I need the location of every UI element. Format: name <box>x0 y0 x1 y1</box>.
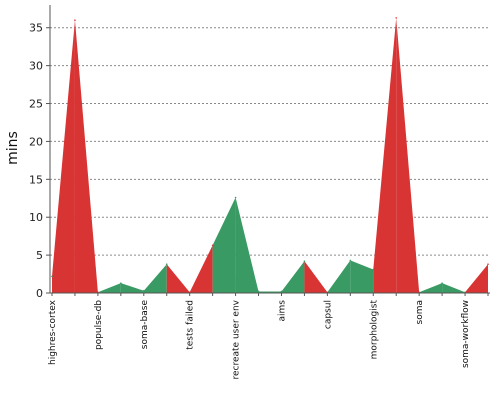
area-segment-11 <box>304 261 328 293</box>
y-tick-label-30: 30 <box>29 60 43 73</box>
y-tick-label-0: 0 <box>36 287 43 300</box>
y-tick-label-25: 25 <box>29 98 43 111</box>
x-tick-label-9: soma-workflow <box>461 300 471 368</box>
y-tick-label-10: 10 <box>29 211 43 224</box>
y-tick-label-20: 20 <box>29 135 43 148</box>
area-segment-3 <box>120 283 144 293</box>
data-point-0 <box>51 275 53 278</box>
area-segment-12 <box>327 260 351 293</box>
gridlines <box>50 27 490 256</box>
y-tick-label-15: 15 <box>29 173 43 186</box>
data-point-11 <box>303 260 306 262</box>
data-point-19 <box>487 263 489 266</box>
area-segment-4 <box>143 264 167 293</box>
x-tick-label-0: highres-cortex <box>48 299 58 365</box>
area-segment-14 <box>373 17 397 293</box>
area-segment-0 <box>52 20 75 293</box>
x-tick-label-7: morphologist <box>369 300 379 360</box>
data-point-1 <box>74 19 76 21</box>
data-point-13 <box>349 259 352 262</box>
area-segment-18 <box>465 264 488 293</box>
area-segment-2 <box>97 283 121 293</box>
data-point-9 <box>257 290 260 293</box>
y-tick-label-35: 35 <box>29 22 43 35</box>
area-segment-8 <box>235 197 259 293</box>
data-point-4 <box>142 289 145 292</box>
area-segment-1 <box>74 20 98 293</box>
x-tick-label-2: soma-base <box>140 300 150 350</box>
area-segment-17 <box>442 283 466 293</box>
data-point-15 <box>395 17 398 19</box>
y-tick-label-5: 5 <box>36 249 43 262</box>
x-tick-label-3: tests failed <box>186 300 196 350</box>
data-point-10 <box>280 290 283 293</box>
x-tick-label-1: populse-db <box>94 300 104 350</box>
x-tick-label-5: aims <box>277 300 287 322</box>
area-segment-13 <box>350 260 374 293</box>
x-tick-label-6: capsul <box>323 300 333 329</box>
y-axis-title: mins <box>5 131 21 165</box>
x-tick-label-8: soma <box>415 300 425 324</box>
area-segment-5 <box>166 264 190 293</box>
data-point-5 <box>165 263 168 266</box>
area-segment-15 <box>396 17 420 293</box>
axes <box>46 5 490 296</box>
area-segment-6 <box>189 245 213 293</box>
data-point-14 <box>372 268 375 271</box>
x-tick-label-4: recreate user env <box>232 299 242 379</box>
data-point-7 <box>211 244 214 247</box>
area-segment-7 <box>212 197 236 293</box>
data-point-3 <box>120 282 122 284</box>
tick-labels: 0 5 10 15 20 25 30 35 highres-cortex populse-db so… <box>29 22 471 380</box>
data-point-17 <box>441 282 443 284</box>
area-segment-10 <box>281 261 305 293</box>
area-segment-16 <box>419 283 443 293</box>
plot-areas <box>51 17 489 294</box>
data-point-8 <box>234 196 237 199</box>
